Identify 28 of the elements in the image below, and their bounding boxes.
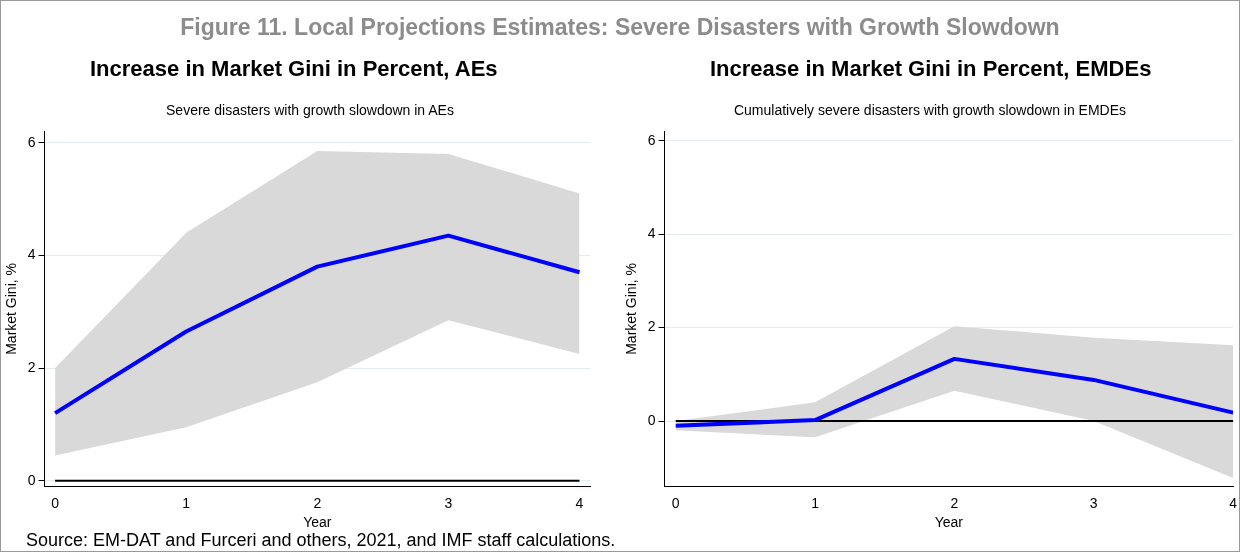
y-tick-label: 4 bbox=[647, 225, 656, 242]
x-tick-label: 3 bbox=[1089, 494, 1098, 511]
x-tick-label: 0 bbox=[671, 494, 680, 511]
x-tick-label: 1 bbox=[811, 494, 820, 511]
y-tick-label: 2 bbox=[647, 318, 656, 335]
chart-title: Increase in Market Gini in Percent, AEs bbox=[90, 56, 499, 83]
x-tick-label: 1 bbox=[182, 494, 191, 511]
x-tick-label: 4 bbox=[1229, 494, 1238, 511]
x-tick-label: 3 bbox=[444, 494, 453, 511]
x-tick-label: 2 bbox=[950, 494, 959, 511]
y-tick-label: 4 bbox=[27, 246, 36, 263]
y-axis-title: Market Gini, % bbox=[3, 262, 20, 355]
x-axis-title: Year bbox=[303, 514, 332, 531]
y-tick-label: 6 bbox=[27, 133, 36, 150]
chart-subtitle: Severe disasters with growth slowdown in AEs bbox=[165, 102, 455, 120]
x-tick-label: 2 bbox=[313, 494, 322, 511]
caption: Figure 11. Local Projections Estimates: Severe Disasters with Growth Slowdown bbox=[179, 14, 1061, 41]
y-tick-label: 6 bbox=[647, 131, 656, 148]
y-tick-label: 2 bbox=[27, 358, 36, 375]
x-tick-label: 0 bbox=[51, 494, 60, 511]
y-axis-title: Market Gini, % bbox=[623, 262, 640, 355]
y-tick-label: 0 bbox=[27, 471, 36, 488]
x-axis-title: Year bbox=[934, 514, 964, 531]
chart-title: Increase in Market Gini in Percent, EMDEs bbox=[710, 56, 1153, 83]
chart-subtitle: Cumulatively severe disasters with growth slowdown in EMDEs bbox=[732, 102, 1128, 120]
x-tick-label: 4 bbox=[575, 494, 584, 511]
y-tick-label: 0 bbox=[647, 411, 656, 428]
source-note: Source: EM-DAT and Furceri and others, 2021, and IMF staff calculations. bbox=[26, 530, 616, 551]
